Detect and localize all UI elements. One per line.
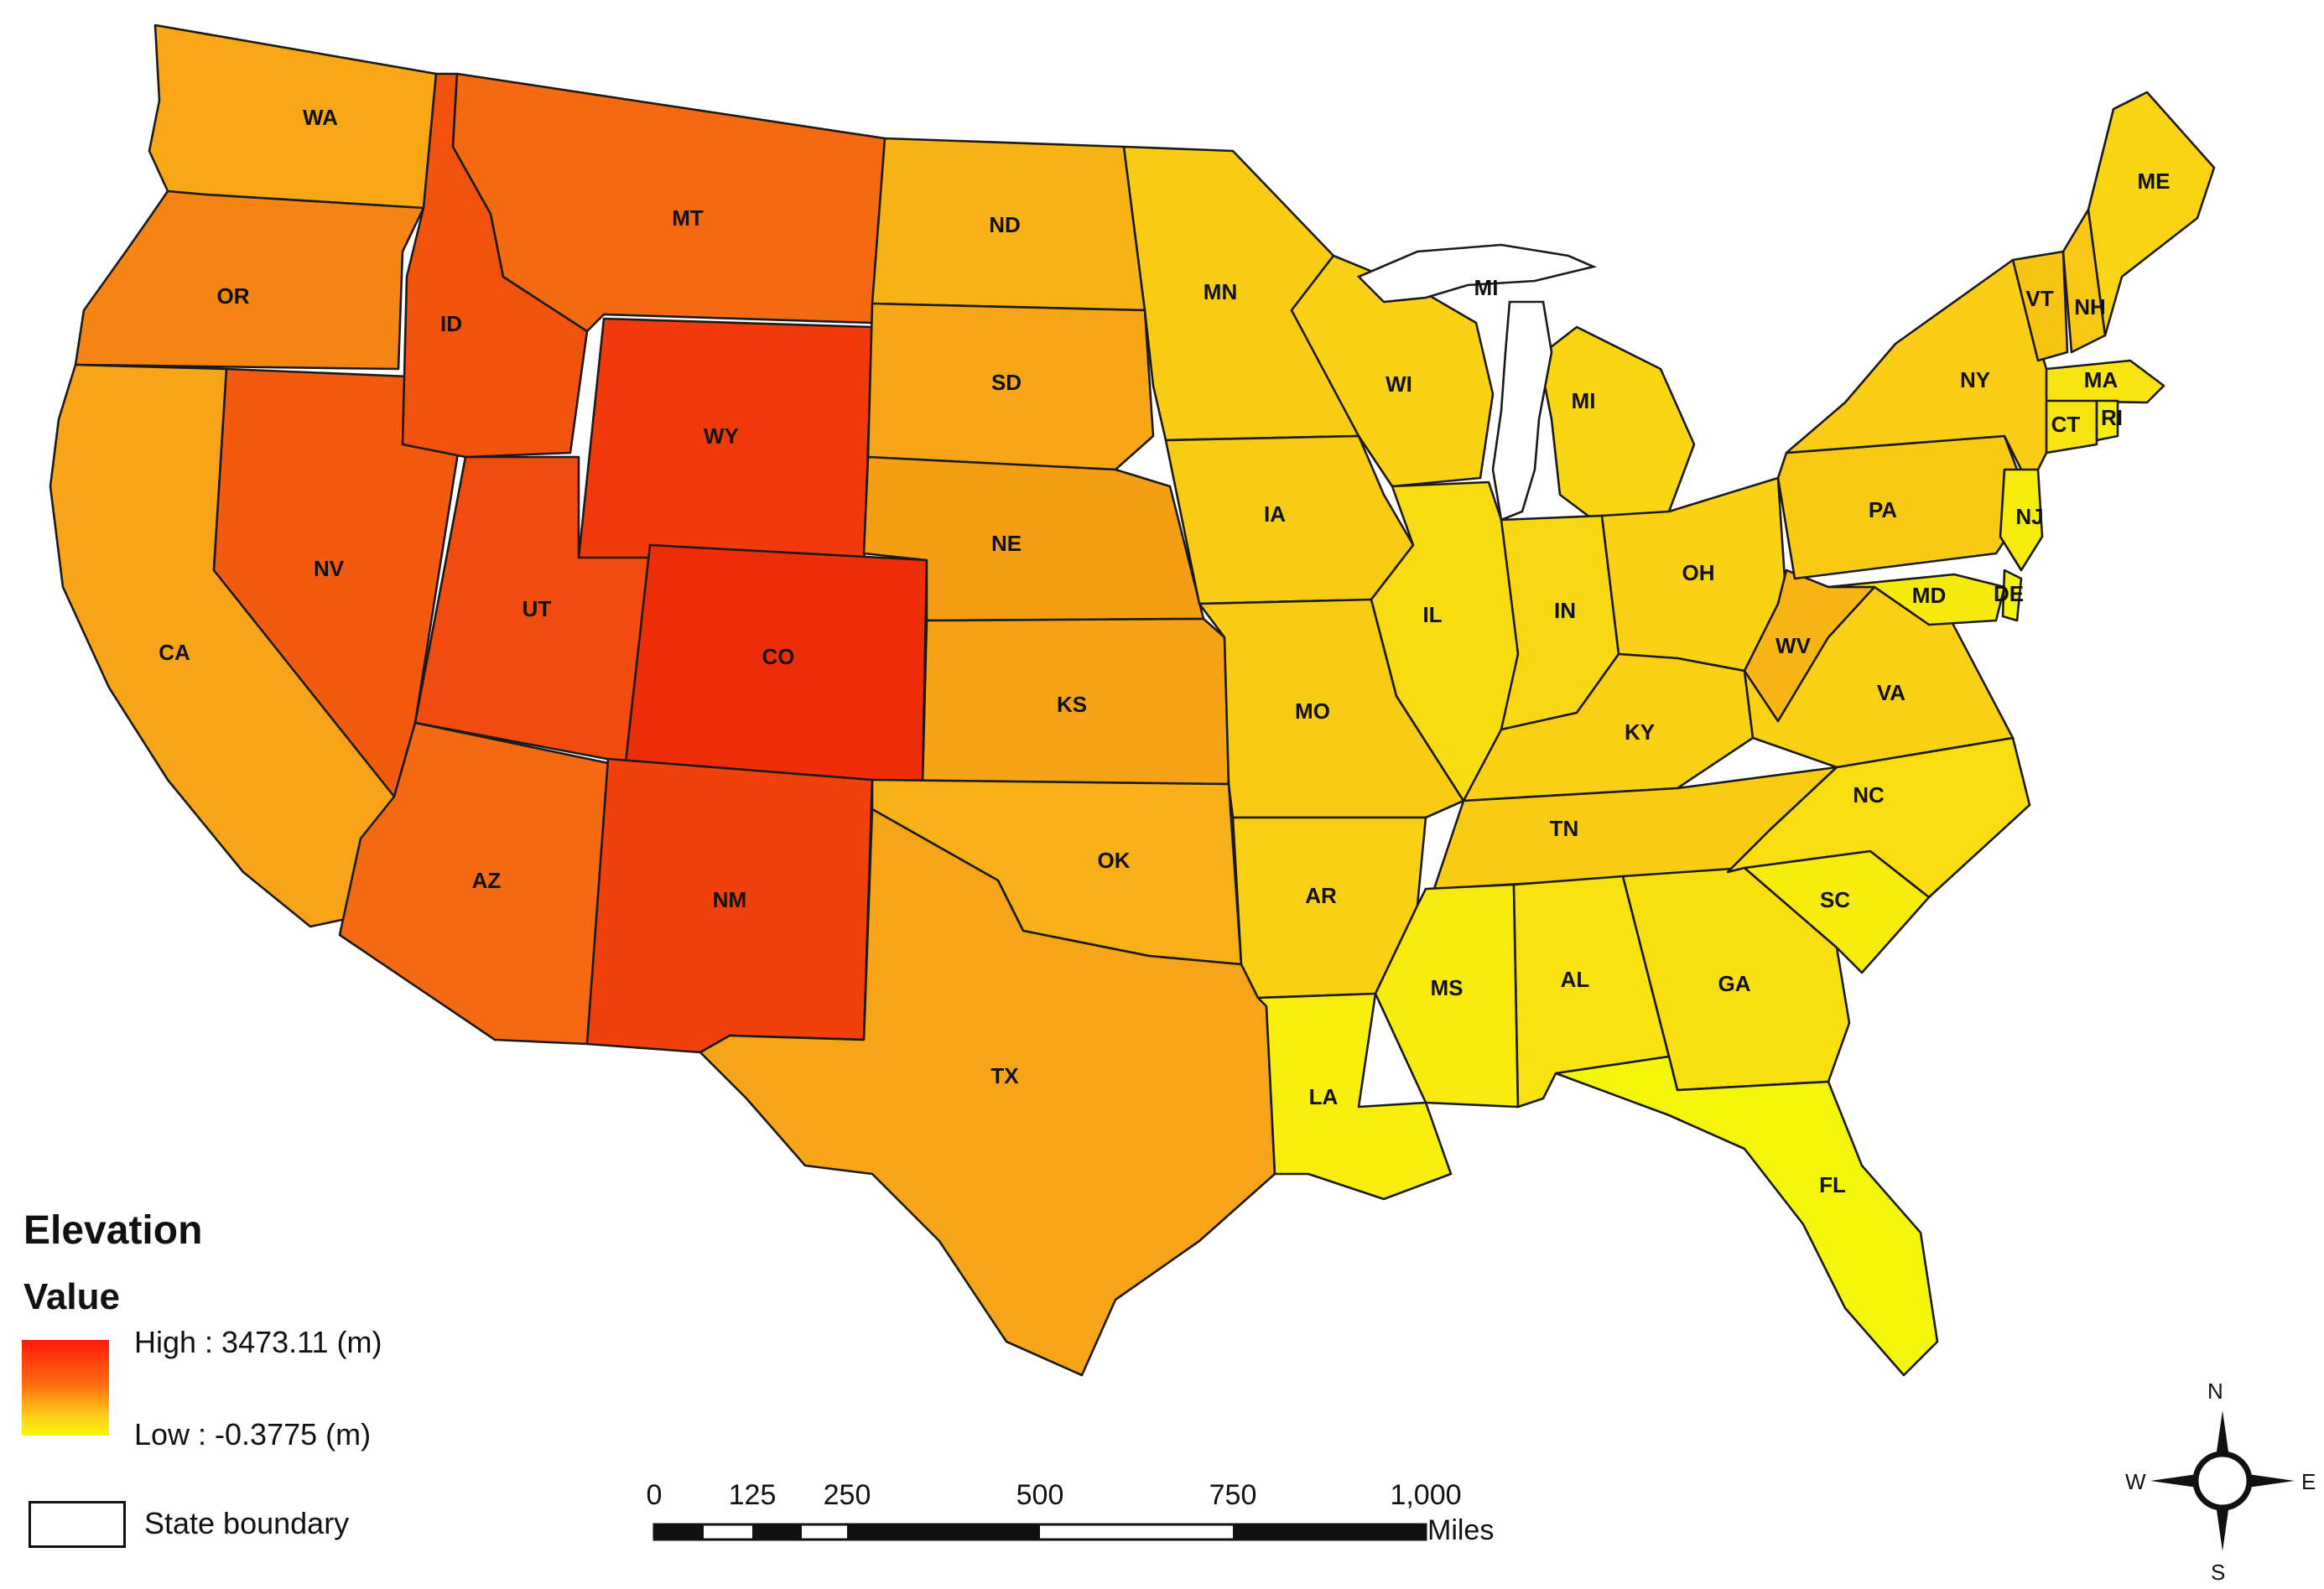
compass-e: E [2301,1469,2316,1494]
legend-value-heading: Value [23,1276,120,1317]
compass-n: N [2207,1379,2223,1404]
state-me [2087,91,2216,337]
state-label-mi: MI [1572,388,1596,413]
scale-tick-250: 250 [823,1479,871,1511]
scale-seg-4 [1233,1524,1426,1540]
state-ma [2045,359,2165,404]
state-label-az: AZ [472,868,502,893]
state-label-al: AL [1561,967,1590,992]
state-label-id: ID [440,311,462,336]
scale-tick-0: 0 [646,1479,663,1511]
state-la [1256,992,1453,1201]
state-label-ks: KS [1057,692,1087,717]
state-label-nv: NV [314,556,345,581]
state-label-va: VA [1877,680,1905,705]
state-ct [2045,399,2098,454]
scale-tick-1000: 1,000 [1390,1479,1462,1511]
legend-low-label: Low : -0.3775 (m) [134,1417,372,1451]
state-label-ok: OK [1098,848,1131,873]
state-tx [699,807,1276,1377]
state-label-ma: MA [2084,367,2119,392]
great-lakes [1356,243,1598,522]
state-vt [2011,250,2069,362]
state-label-ga: GA [1718,971,1751,996]
state-or [74,190,425,371]
legend-title: Elevation [23,1208,203,1253]
state-wi [1290,254,1495,488]
state-label-sd: SD [991,370,1022,395]
legend-high-label: High : 3473.11 (m) [134,1325,382,1359]
state-md [1827,573,2006,626]
compass-w: W [2125,1469,2146,1494]
state-label-in: IN [1554,598,1576,623]
compass-rose-icon [2150,1410,2295,1551]
scale-seg-2 [752,1524,802,1540]
state-label-wy: WY [704,423,739,449]
state-label-me: ME [2138,169,2171,194]
states-layer [49,23,2216,1377]
state-label-mi-upper: MI [1474,275,1499,300]
state-label-fl: FL [1819,1172,1846,1197]
state-nj [1999,468,2044,572]
state-label-nm: NM [713,887,746,912]
state-label-ar: AR [1305,883,1337,908]
compass-s: S [2211,1560,2226,1585]
state-label-ky: KY [1625,719,1655,745]
state-label-vt: VT [2025,286,2053,311]
state-label-md: MD [1912,583,1946,608]
state-label-il: IL [1422,602,1442,627]
state-label-de: DE [1994,581,2024,606]
state-label-nc: NC [1853,782,1885,807]
scale-tick-500: 500 [1016,1479,1064,1511]
state-label-ct: CT [2051,412,2081,437]
lake-superior [1356,243,1598,304]
state-label-co: CO [762,644,795,669]
state-boundary-label: State boundary [144,1506,350,1540]
state-label-nh: NH [2074,294,2106,319]
scale-seg-1 [654,1524,704,1540]
state-label-mt: MT [672,205,704,231]
state-label-la: LA [1309,1084,1339,1109]
state-label-wa: WA [303,105,338,130]
state-label-ri: RI [2101,405,2123,430]
scale-tick-750: 750 [1209,1479,1257,1511]
state-ri [2095,399,2119,442]
lake-michigan [1491,300,1553,522]
state-label-mo: MO [1295,698,1330,724]
state-label-pa: PA [1869,497,1897,522]
state-label-mn: MN [1204,279,1237,304]
state-label-wv: WV [1775,633,1812,658]
state-sd [866,302,1155,471]
state-nc [1726,736,2031,899]
state-label-ia: IA [1264,501,1286,527]
state-label-ne: NE [991,531,1022,556]
scale-seg-3 [847,1524,1040,1540]
scale-unit: Miles [1427,1514,1495,1546]
state-label-nj: NJ [2015,504,2043,529]
state-fl [1554,1055,1939,1377]
state-labels: WA OR CA NV ID MT WY UT CO AZ NM ND SD NE KS OK TX MN IA MO… [159,105,2170,1197]
state-label-tx: TX [990,1063,1019,1088]
state-boundary-swatch [29,1501,126,1548]
state-label-ca: CA [159,640,190,665]
scale-tick-125: 125 [728,1479,777,1511]
state-label-nd: ND [989,212,1021,237]
state-label-oh: OH [1682,560,1715,585]
state-label-ut: UT [523,596,552,621]
state-label-wi: WI [1386,371,1412,397]
state-label-ny: NY [1960,367,1990,392]
state-label-or: OR [217,283,250,309]
state-label-sc: SC [1820,887,1850,912]
elevation-color-ramp [22,1340,109,1436]
state-label-ms: MS [1431,975,1464,1000]
state-label-tn: TN [1550,816,1579,841]
state-de [2001,569,2023,622]
